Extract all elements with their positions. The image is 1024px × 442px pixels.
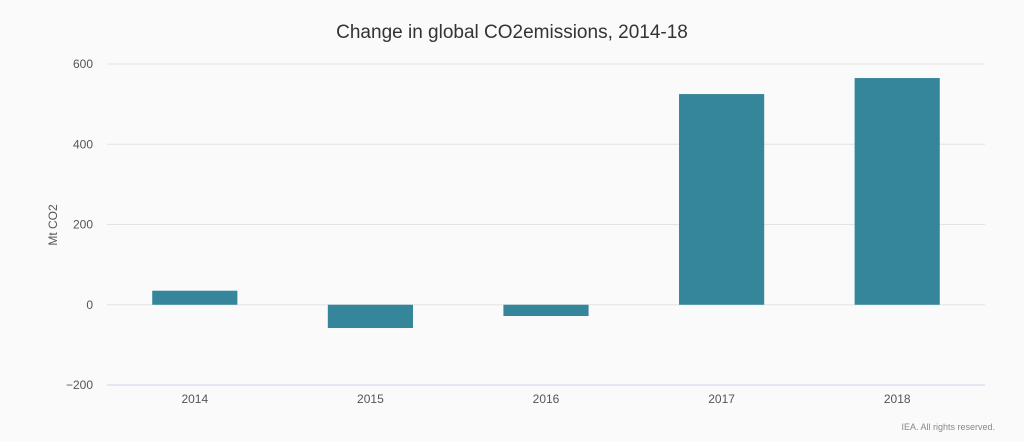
x-tick-label: 2014 xyxy=(181,392,208,406)
y-tick-label: 600 xyxy=(73,57,93,71)
bar-2016 xyxy=(503,304,589,316)
x-tick-label: 2017 xyxy=(708,392,735,406)
bar-2018 xyxy=(854,78,940,305)
y-axis-ticks: −200 0 200 400 600 xyxy=(66,57,93,392)
gridlines xyxy=(107,63,985,386)
bar-2014 xyxy=(152,290,238,305)
x-tick-label: 2016 xyxy=(533,392,560,406)
y-tick-label: −200 xyxy=(66,378,93,392)
x-tick-label: 2018 xyxy=(884,392,911,406)
bar-2017 xyxy=(679,94,765,305)
chart-title: Change in global CO2emissions, 2014-18 xyxy=(336,22,688,43)
x-axis-ticks: 2014 2015 2016 2017 2018 xyxy=(181,392,910,406)
y-axis-label: Mt CO2 xyxy=(46,204,60,246)
bar-2015 xyxy=(327,304,413,329)
y-tick-label: 0 xyxy=(86,298,93,312)
credit-text: IEA. All rights reserved. xyxy=(901,422,995,432)
x-tick-label: 2015 xyxy=(357,392,384,406)
y-tick-label: 400 xyxy=(73,137,93,151)
y-tick-label: 200 xyxy=(73,218,93,232)
bars xyxy=(152,78,940,329)
